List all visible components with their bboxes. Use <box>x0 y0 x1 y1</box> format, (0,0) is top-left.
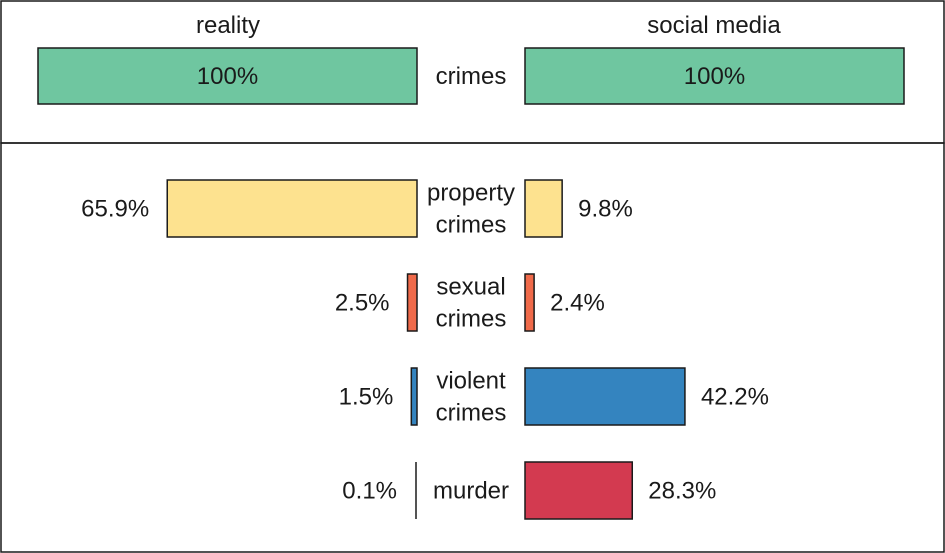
bar-reality-sexual-crimes <box>406 273 418 332</box>
bar-social-media-sexual-crimes <box>524 273 535 332</box>
bar-reality-violent-crimes <box>410 367 418 426</box>
bottom-panel-frame <box>0 142 945 553</box>
value-social-media-violent-crimes: 42.2% <box>701 384 769 411</box>
value-social-media-murder: 28.3% <box>648 478 716 505</box>
category-label-property-crimes-line-1: property <box>427 180 515 207</box>
category-label-sexual-crimes-line-2: crimes <box>436 306 507 333</box>
chart-marks: reality social media 100% 100% crimes 65.9% 9.… <box>37 12 905 520</box>
category-label-sexual-crimes-line-1: sexual <box>436 274 505 301</box>
header-social-media: social media <box>647 12 781 39</box>
category-crimes: crimes <box>436 63 507 90</box>
category-label-murder-line-1: murder <box>433 478 509 505</box>
value-social-media-sexual-crimes: 2.4% <box>550 290 605 317</box>
value-reality-sexual-crimes: 2.5% <box>335 290 390 317</box>
value-social-media-property-crimes: 9.8% <box>578 196 633 223</box>
category-label-property-crimes-line-2: crimes <box>436 212 507 239</box>
bar-social-media-murder <box>524 461 634 520</box>
bar-reality-property-crimes <box>166 179 418 238</box>
value-reality-murder: 0.1% <box>342 478 397 505</box>
label-reality-crimes: 100% <box>197 63 258 90</box>
value-reality-violent-crimes: 1.5% <box>339 384 394 411</box>
bar-social-media-crimes <box>524 47 905 105</box>
bar-reality-crimes <box>37 47 418 105</box>
label-social-media-crimes: 100% <box>684 63 745 90</box>
bar-social-media-property-crimes <box>524 179 563 238</box>
category-label-violent-crimes-line-1: violent <box>436 368 506 395</box>
value-reality-property-crimes: 65.9% <box>81 196 149 223</box>
category-label-violent-crimes-line-2: crimes <box>436 400 507 427</box>
bar-social-media-violent-crimes <box>524 367 686 426</box>
header-reality: reality <box>196 12 260 39</box>
